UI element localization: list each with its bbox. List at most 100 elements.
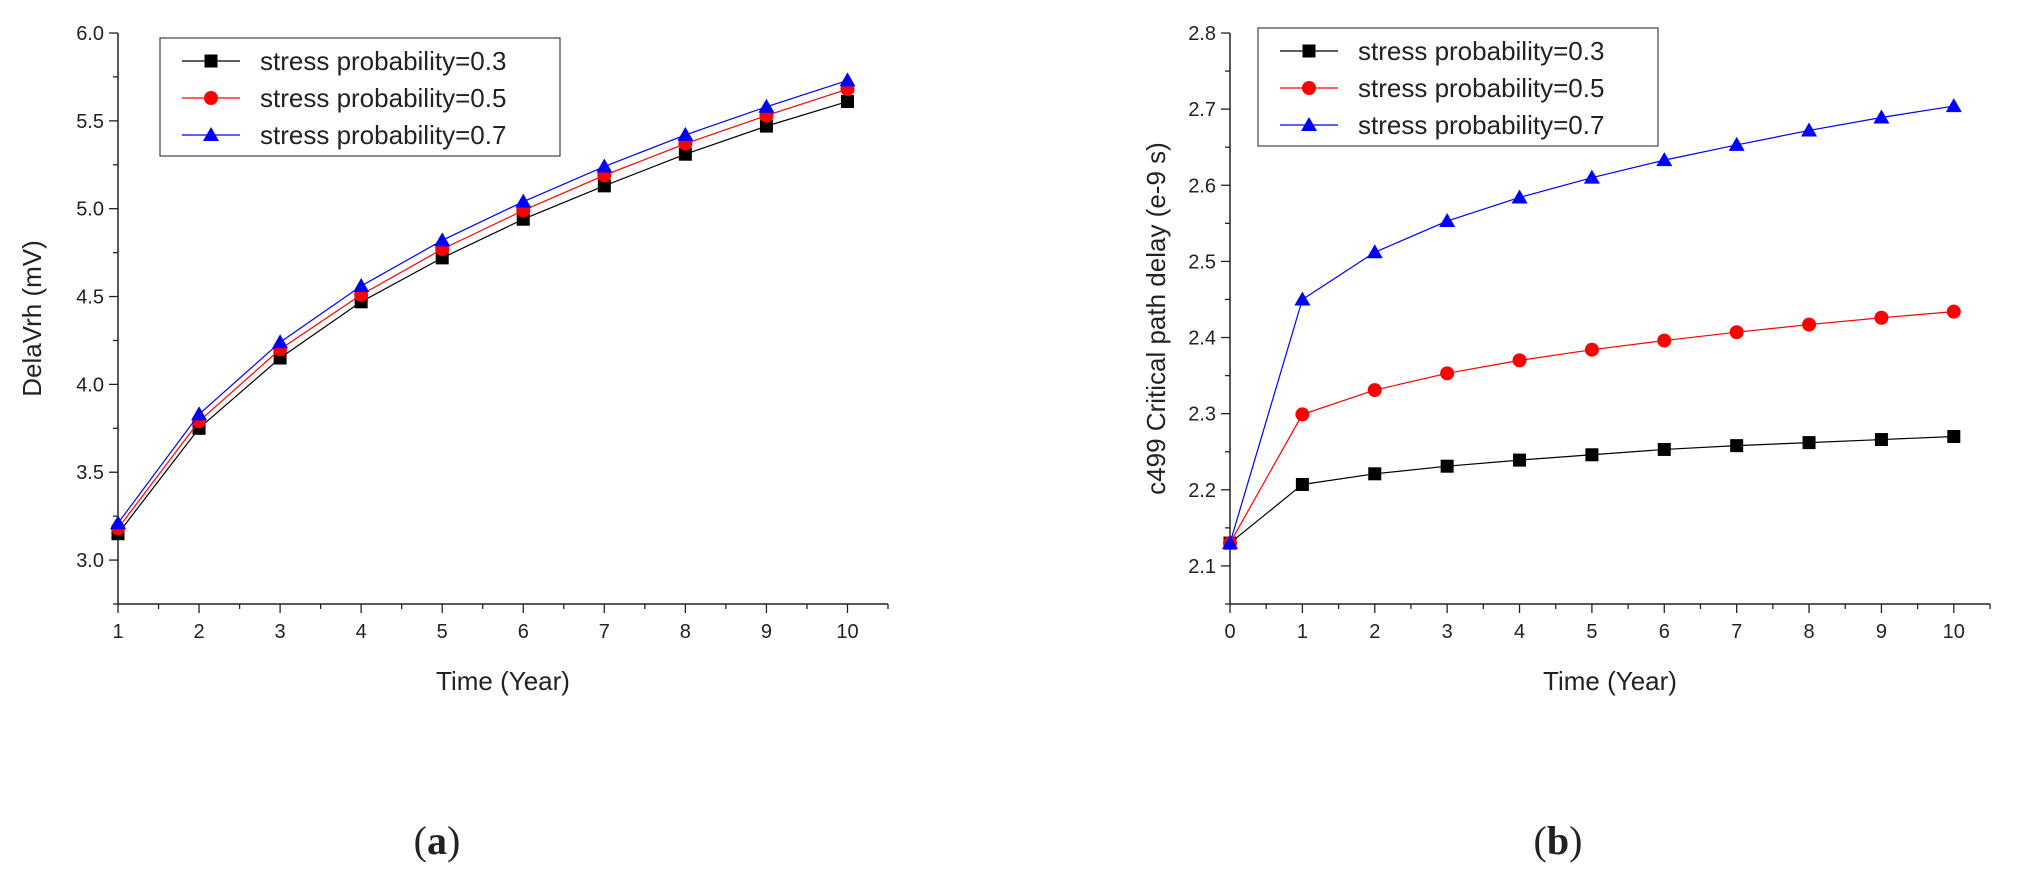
y-tick-label: 2.8 — [1188, 23, 1216, 45]
data-point — [1366, 244, 1383, 259]
data-point — [353, 277, 370, 292]
data-point — [272, 334, 289, 349]
data-point — [1367, 383, 1382, 398]
legend-marker — [203, 127, 219, 141]
y-axis-title: DelaVrh (mV) — [17, 240, 47, 397]
y-tick-label: 3.5 — [76, 462, 104, 484]
data-point — [759, 119, 773, 133]
data-point — [1295, 407, 1310, 422]
data-point — [1585, 448, 1599, 462]
x-tick-label: 7 — [599, 621, 610, 643]
data-point — [1511, 189, 1528, 204]
data-point — [1513, 453, 1527, 467]
x-tick-label: 4 — [356, 621, 367, 643]
x-tick-label: 5 — [1586, 621, 1597, 643]
data-point — [1729, 325, 1744, 340]
data-point — [597, 179, 611, 193]
data-point — [677, 126, 694, 141]
series-line — [117, 79, 848, 524]
data-point — [1584, 342, 1599, 357]
y-tick-label: 3.0 — [76, 550, 104, 572]
y-tick-label: 4.5 — [76, 287, 104, 309]
data-point — [515, 193, 532, 208]
data-point — [678, 147, 692, 161]
y-tick-label: 4.0 — [76, 374, 104, 396]
data-point — [839, 72, 856, 87]
x-tick-label: 10 — [836, 621, 858, 643]
series-line — [117, 88, 848, 529]
data-point — [1656, 152, 1673, 167]
legend-label: stress probability=0.7 — [260, 120, 506, 150]
legend: stress probability=0.3 stress probability… — [159, 37, 561, 157]
data-point — [1947, 430, 1961, 444]
x-tick-label: 9 — [761, 621, 772, 643]
series-stress-probability-0-7 — [1222, 98, 1962, 550]
y-tick-label: 2.2 — [1188, 480, 1216, 502]
data-point — [1874, 433, 1888, 447]
data-point — [1802, 317, 1817, 332]
x-tick-label: 1 — [112, 621, 123, 643]
data-point — [1512, 353, 1527, 368]
legend-marker — [1302, 81, 1316, 95]
data-point — [1946, 304, 1961, 319]
data-point — [1368, 467, 1382, 481]
legend-marker — [1301, 117, 1317, 131]
data-point — [1439, 213, 1456, 228]
caption-letter: b — [1547, 818, 1569, 863]
data-point — [434, 232, 451, 247]
data-point — [1874, 310, 1889, 325]
data-point — [1657, 442, 1671, 456]
x-tick-label: 4 — [1514, 621, 1525, 643]
y-tick-label: 2.3 — [1188, 404, 1216, 426]
x-tick-label: 2 — [1369, 621, 1380, 643]
x-tick-label: 7 — [1731, 621, 1742, 643]
legend-box — [1257, 27, 1659, 147]
chart-a: 1 2 3 4 5 6 7 8 9 10 3.0 3.5 4.0 4.5 5.0 5.5 6.0 Time (Ye… — [17, 23, 889, 863]
series-stress-probability-0-7 — [110, 72, 856, 530]
y-tick-label: 6.0 — [76, 23, 104, 45]
x-tick-label: 3 — [275, 621, 286, 643]
x-tick-label: 6 — [1659, 621, 1670, 643]
data-point — [1802, 436, 1816, 450]
data-point — [1583, 169, 1600, 184]
data-point — [1294, 291, 1311, 306]
chart-b: 0 1 2 3 4 5 6 7 8 9 10 2.1 2.2 2.3 2.4 2.5 2.6 2.7 2.8 Time… — [1141, 23, 1991, 863]
legend-marker — [1302, 44, 1316, 58]
data-point — [1945, 98, 1962, 113]
x-tick-label: 9 — [1876, 621, 1887, 643]
x-axis-title: Time (Year) — [436, 666, 570, 696]
data-point — [110, 515, 126, 530]
y-axis-title: c499 Critical path delay (e-9 s) — [1141, 142, 1171, 495]
series-line — [117, 100, 848, 535]
x-tick-label: 2 — [193, 621, 204, 643]
legend-label: stress probability=0.3 — [260, 46, 506, 76]
data-point — [758, 98, 775, 113]
x-tick-label: 8 — [1803, 621, 1814, 643]
y-tick-label: 5.5 — [76, 111, 104, 133]
y-tick-label: 5.0 — [76, 199, 104, 221]
legend-label: stress probability=0.5 — [260, 83, 506, 113]
legend-marker — [204, 54, 218, 68]
legend-label: stress probability=0.3 — [1358, 36, 1604, 66]
data-point — [1730, 439, 1744, 453]
data-point — [596, 158, 613, 173]
y-tick-label: 2.5 — [1188, 251, 1216, 273]
data-point — [1440, 366, 1455, 381]
legend-label: stress probability=0.5 — [1358, 73, 1604, 103]
x-axis-title: Time (Year) — [1543, 666, 1677, 696]
data-point — [1728, 136, 1745, 151]
legend-box — [159, 37, 561, 157]
subfigure-caption: (b) — [1534, 818, 1583, 863]
x-tick-label: 8 — [680, 621, 691, 643]
x-tick-label: 3 — [1442, 621, 1453, 643]
y-tick-label: 2.7 — [1188, 99, 1216, 121]
legend-label: stress probability=0.7 — [1358, 110, 1604, 140]
legend: stress probability=0.3 stress probability… — [1257, 27, 1659, 147]
y-tick-label: 2.6 — [1188, 175, 1216, 197]
legend-marker — [204, 91, 218, 105]
subfigure-caption: (a) — [414, 818, 461, 863]
data-point — [1657, 333, 1672, 348]
caption-letter: a — [427, 818, 447, 863]
data-point — [1873, 109, 1890, 124]
data-point — [1222, 535, 1238, 550]
